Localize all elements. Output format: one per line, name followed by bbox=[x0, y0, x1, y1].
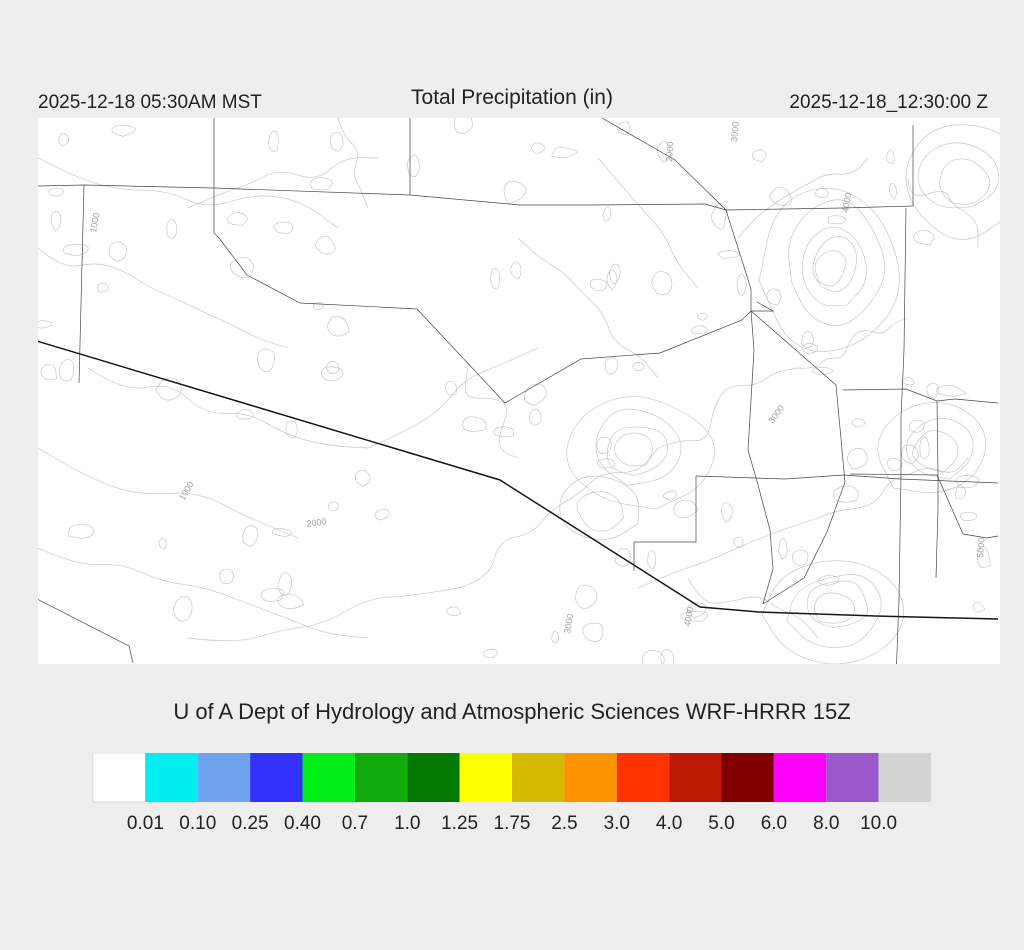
svg-text:3.0: 3.0 bbox=[604, 813, 630, 834]
svg-text:1.75: 1.75 bbox=[494, 813, 531, 834]
svg-text:5.0: 5.0 bbox=[708, 813, 734, 834]
svg-text:10.0: 10.0 bbox=[860, 813, 897, 834]
svg-text:3000: 3000 bbox=[729, 121, 741, 142]
svg-text:2.5: 2.5 bbox=[551, 813, 577, 834]
svg-text:5000: 5000 bbox=[975, 537, 987, 558]
svg-text:1.0: 1.0 bbox=[394, 813, 420, 834]
svg-text:2000: 2000 bbox=[306, 516, 327, 529]
svg-text:8.0: 8.0 bbox=[813, 813, 839, 834]
svg-text:0.10: 0.10 bbox=[179, 813, 216, 834]
svg-text:2000: 2000 bbox=[664, 141, 676, 162]
svg-text:3000: 3000 bbox=[766, 403, 786, 425]
svg-text:1.25: 1.25 bbox=[441, 813, 478, 834]
svg-text:0.7: 0.7 bbox=[342, 813, 368, 834]
svg-text:0.01: 0.01 bbox=[127, 813, 164, 834]
svg-text:4000: 4000 bbox=[682, 606, 695, 627]
svg-text:1000: 1000 bbox=[177, 480, 196, 502]
svg-text:4.0: 4.0 bbox=[656, 813, 682, 834]
svg-text:1000: 1000 bbox=[88, 212, 101, 233]
svg-text:6.0: 6.0 bbox=[761, 813, 787, 834]
svg-text:3000: 3000 bbox=[562, 613, 575, 634]
svg-text:0.40: 0.40 bbox=[284, 813, 321, 834]
svg-text:4000: 4000 bbox=[840, 192, 853, 213]
svg-text:0.25: 0.25 bbox=[232, 813, 269, 834]
